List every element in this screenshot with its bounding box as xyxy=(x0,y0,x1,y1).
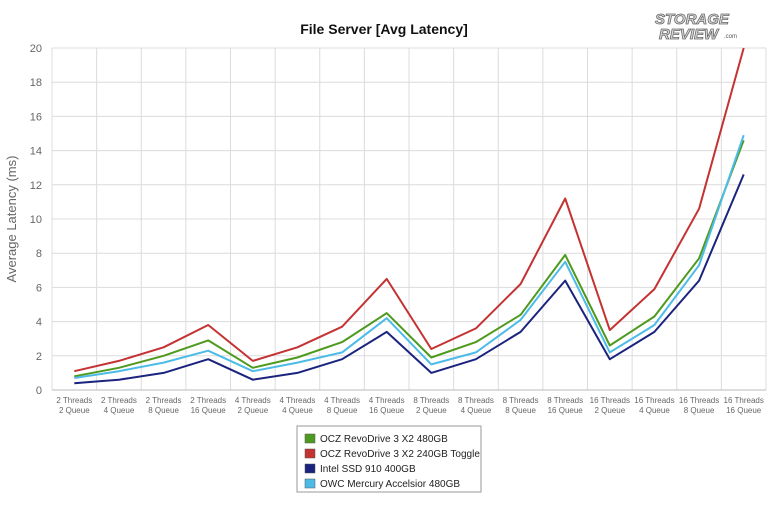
y-tick-label: 16 xyxy=(30,111,42,123)
x-tick-label: 8 Threads 16 Queue xyxy=(547,396,583,415)
x-tick-label: 16 Threads 4 Queue xyxy=(634,396,674,415)
legend-entry: OCZ RevoDrive 3 X2 240GB Toggle xyxy=(320,449,480,460)
x-tick-label: 4 Threads 16 Queue xyxy=(369,396,405,415)
storagereview-logo: STORAGE REVIEW .com xyxy=(655,11,737,44)
y-tick-label: 10 xyxy=(30,214,42,226)
series-line-0 xyxy=(74,139,745,378)
x-tick-label: 4 Threads 8 Queue xyxy=(324,396,360,415)
y-tick-label: 18 xyxy=(30,77,42,89)
x-tick-label: 4 Threads 4 Queue xyxy=(280,396,316,415)
x-tick-label: 2 Threads 2 Queue xyxy=(56,396,92,415)
x-tick-label: 8 Threads 8 Queue xyxy=(503,396,539,415)
y-axis-ticks: 0 2 4 6 8 10 12 14 16 18 20 xyxy=(30,43,42,397)
x-tick-label: 2 Threads 8 Queue xyxy=(146,396,182,415)
y-axis-label: Average Latency (ms) xyxy=(4,156,19,283)
grid xyxy=(51,47,767,391)
x-axis-ticks: 2 Threads 2 Queue 2 Threads 4 Queue 2 Thread… xyxy=(56,396,763,415)
series-line-3 xyxy=(74,134,745,379)
chart-title: File Server [Avg Latency] xyxy=(300,21,468,37)
y-tick-label: 12 xyxy=(30,180,42,192)
y-tick-label: 2 xyxy=(36,351,42,363)
x-tick-label: 8 Threads 2 Queue xyxy=(413,396,449,415)
y-tick-label: 6 xyxy=(36,282,42,294)
y-tick-label: 14 xyxy=(30,146,42,158)
legend-swatch xyxy=(304,478,316,489)
y-tick-label: 0 xyxy=(36,385,42,397)
logo-line-2: REVIEW xyxy=(659,26,720,43)
x-tick-label: 16 Threads 8 Queue xyxy=(679,396,719,415)
series-line-2 xyxy=(74,174,745,385)
x-tick-label: 4 Threads 2 Queue xyxy=(235,396,271,415)
logo-suffix: .com xyxy=(724,34,737,40)
x-tick-label: 16 Threads 16 Queue xyxy=(724,396,764,415)
legend-swatch xyxy=(304,448,316,459)
y-tick-label: 8 xyxy=(36,248,42,260)
legend-entry: Intel SSD 910 400GB xyxy=(320,464,416,475)
legend-entry: OWC Mercury Accelsior 480GB xyxy=(320,479,460,490)
series-lines xyxy=(74,47,745,385)
legend-box xyxy=(296,425,482,493)
x-tick-label: 2 Threads 4 Queue xyxy=(101,396,137,415)
legend-swatch xyxy=(304,433,316,444)
series-line-1 xyxy=(74,47,745,373)
x-tick-label: 8 Threads 4 Queue xyxy=(458,396,494,415)
legend-entry: OCZ RevoDrive 3 X2 480GB xyxy=(320,434,448,445)
x-tick-label: 2 Threads 16 Queue xyxy=(190,396,226,415)
y-tick-label: 20 xyxy=(30,43,42,55)
legend-swatch xyxy=(304,463,316,474)
y-tick-label: 4 xyxy=(36,317,42,329)
x-tick-label: 16 Threads 2 Queue xyxy=(590,396,630,415)
logo-line-1: STORAGE xyxy=(655,11,730,28)
legend: OCZ RevoDrive 3 X2 480GB OCZ RevoDrive 3 … xyxy=(296,425,482,493)
